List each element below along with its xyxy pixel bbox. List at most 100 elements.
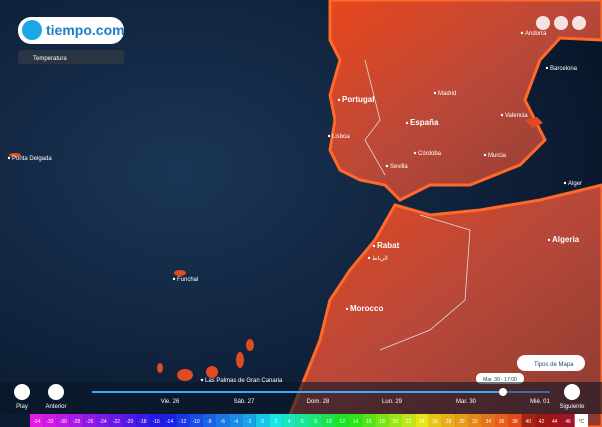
place-dot — [7, 156, 11, 160]
scale-cell — [149, 414, 163, 427]
place-dot — [327, 134, 331, 138]
scale-value: 40 — [525, 419, 531, 425]
scale-cell — [255, 414, 270, 427]
play-button[interactable] — [14, 384, 30, 400]
scale-cell — [282, 414, 296, 427]
day-label: Mar. 30 — [456, 399, 477, 405]
layer-name: Temperatura — [33, 56, 67, 62]
scale-cell — [216, 414, 230, 427]
place-dot — [172, 277, 176, 281]
place-dot — [520, 31, 524, 35]
place-dot — [372, 244, 376, 248]
scale-value: 8 — [314, 419, 317, 425]
place-dot — [545, 66, 549, 70]
scale-value: 18 — [379, 419, 385, 425]
scale-cell — [468, 414, 482, 427]
scale-cell — [495, 414, 509, 427]
scale-value: 6 — [301, 419, 304, 425]
scale-cell — [56, 414, 70, 427]
play-label: Play — [16, 404, 28, 410]
scale-cell — [242, 414, 256, 427]
place-label: Algeria — [552, 235, 580, 244]
place-label: الرباط — [372, 255, 388, 262]
island — [525, 117, 543, 128]
scale-value: -26 — [86, 419, 93, 425]
scale-cell — [176, 414, 190, 427]
scale-value: -2 — [247, 419, 252, 425]
scale-unit: °C — [579, 419, 585, 425]
scale-value: 42 — [539, 419, 545, 425]
scale-value: 28 — [446, 419, 452, 425]
scale-cell — [402, 414, 416, 427]
previous-button[interactable] — [48, 384, 64, 400]
place-label: Córdoba — [418, 151, 442, 157]
borders — [364, 59, 471, 351]
next-button[interactable] — [564, 384, 580, 400]
logo: tiempo.com — [46, 22, 125, 38]
scale-cell — [534, 414, 549, 427]
place-dot — [405, 121, 409, 125]
scale-cell — [548, 414, 562, 427]
scale-value: -4 — [234, 419, 239, 425]
place-label: Rabat — [377, 241, 400, 250]
place-dot — [413, 151, 417, 155]
scale-cell — [83, 414, 97, 427]
scale-value: -20 — [126, 419, 133, 425]
place-label: Sevilla — [390, 164, 408, 170]
place-label: Barcelona — [550, 66, 578, 72]
scale-value: 44 — [552, 419, 558, 425]
scale-cell — [96, 414, 110, 427]
day-label: Dom. 28 — [307, 399, 330, 405]
place-dot — [200, 378, 204, 382]
place-dot — [345, 307, 349, 311]
scale-value: 22 — [406, 419, 412, 425]
scale-value: 2 — [274, 419, 277, 425]
scale-cell — [375, 414, 389, 427]
day-label: Lun. 29 — [382, 399, 403, 405]
layer-box — [18, 50, 124, 64]
place-dot — [547, 238, 551, 242]
zoom-out[interactable] — [554, 16, 568, 30]
scale-cell — [428, 414, 442, 427]
fullscreen[interactable] — [572, 16, 586, 30]
island — [9, 153, 21, 157]
timeline-handle[interactable] — [499, 388, 507, 396]
scale-cell — [335, 414, 349, 427]
map-types-button[interactable] — [517, 355, 585, 371]
day-label: Mié. 01 — [530, 399, 550, 405]
scale-value: 24 — [419, 419, 425, 425]
scale-value: 46 — [565, 419, 571, 425]
zoom-in[interactable] — [536, 16, 550, 30]
scale-cell — [295, 414, 309, 427]
scale-value: -28 — [73, 419, 80, 425]
day-label: Vie. 26 — [161, 399, 180, 405]
scale-value: -14 — [166, 419, 173, 425]
scale-cell — [362, 414, 376, 427]
place-label: Alger — [568, 181, 582, 187]
scale-cell — [309, 414, 323, 427]
scale-value: -18 — [139, 419, 146, 425]
scale-value: 14 — [353, 419, 359, 425]
scale-cell — [109, 414, 123, 427]
scale-cell — [189, 414, 203, 427]
timeline-bar — [0, 382, 602, 414]
current-time: Mar. 30 - 17:00 — [483, 377, 517, 383]
scale-value: -24 — [99, 419, 106, 425]
scale-cell — [441, 414, 456, 427]
scale-value: -6 — [220, 419, 225, 425]
scale-cell — [43, 414, 57, 427]
scale-cell — [348, 414, 363, 427]
place-dot — [433, 91, 437, 95]
place-dot — [483, 153, 487, 157]
scale-value: 4 — [288, 419, 291, 425]
logo-icon — [22, 20, 42, 40]
logo-box — [18, 17, 124, 44]
scale-value: 38 — [512, 419, 518, 425]
previous-label: Anterior — [45, 404, 66, 410]
place-label: Funchal — [177, 277, 198, 283]
island — [174, 270, 186, 276]
scale-cell — [561, 414, 575, 427]
scale-value: 16 — [366, 419, 372, 425]
scale-cell — [415, 414, 429, 427]
